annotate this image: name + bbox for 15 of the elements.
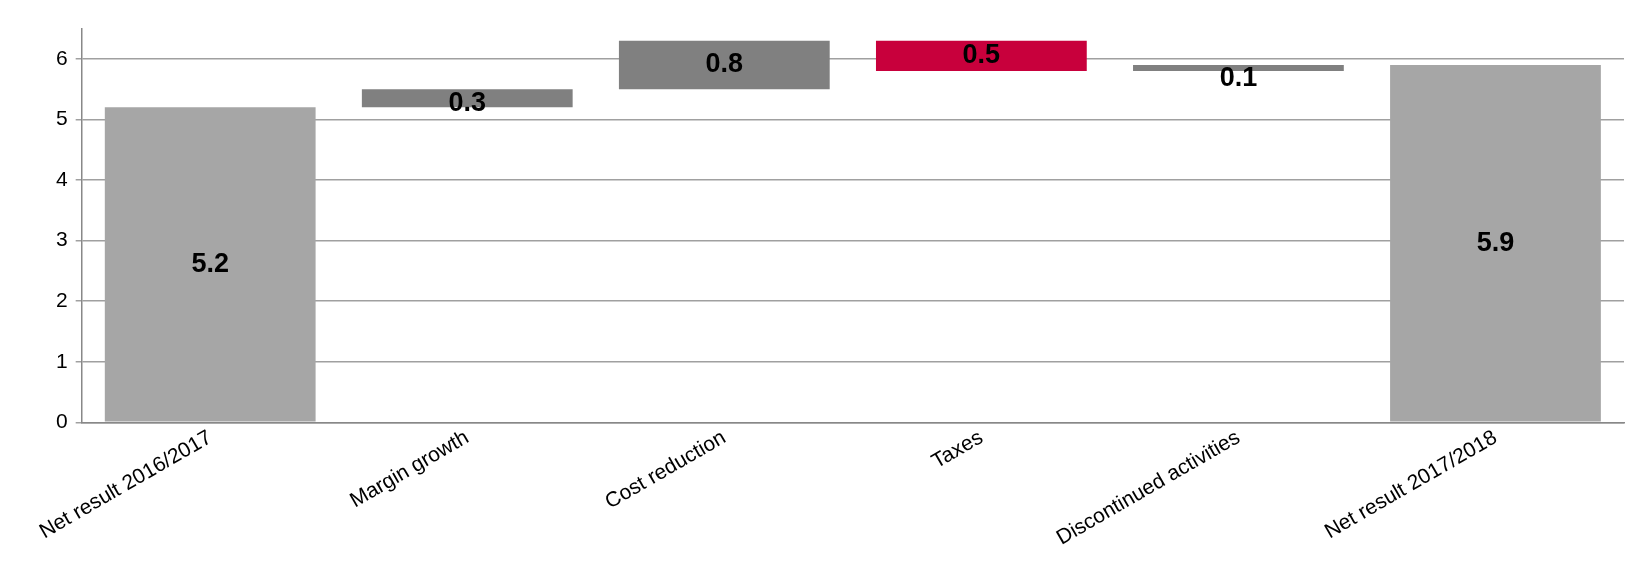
y-tick-label: 3 bbox=[55, 227, 68, 251]
y-tick-label: 1 bbox=[55, 348, 68, 372]
y-tick-label: 0 bbox=[55, 409, 68, 433]
data-label: 0.1 bbox=[1219, 62, 1258, 93]
bar bbox=[618, 40, 830, 90]
y-tick-label: 6 bbox=[55, 45, 68, 69]
data-label: 5.9 bbox=[1476, 226, 1515, 257]
y-tick-label: 5 bbox=[55, 106, 68, 130]
data-label: 0.5 bbox=[962, 39, 1001, 70]
y-tick-label: 4 bbox=[55, 166, 68, 190]
bar bbox=[875, 40, 1087, 71]
data-label: 0.8 bbox=[705, 48, 744, 79]
x-tick-label: Taxes bbox=[927, 424, 987, 473]
data-label: 5.2 bbox=[191, 247, 229, 278]
y-tick-label: 2 bbox=[55, 287, 68, 311]
